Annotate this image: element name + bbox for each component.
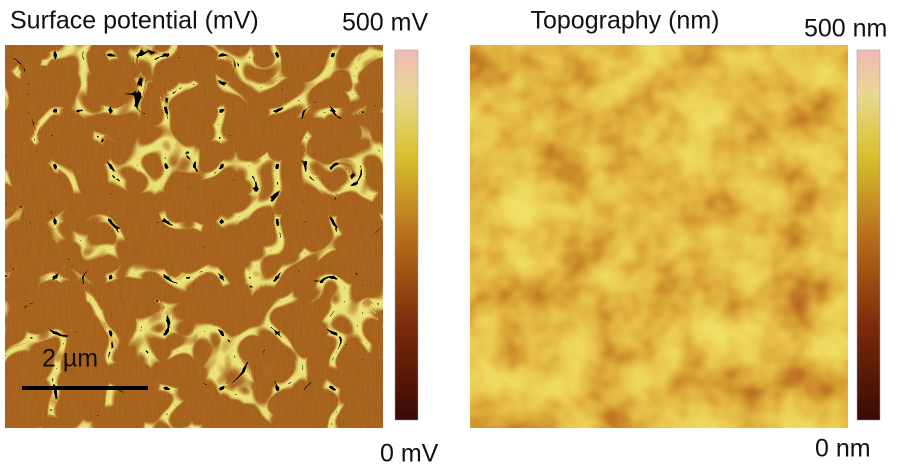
panel-title: Topography (nm) [531, 7, 720, 35]
scale-bar-label: 2 µm [42, 345, 98, 373]
colorbar-max-label: 500 mV [342, 9, 428, 37]
topography-image [470, 45, 848, 428]
panel-title: Surface potential (mV) [10, 7, 259, 35]
colorbar-min-label: 0 mV [380, 440, 439, 468]
colorbar-max-label: 500 nm [804, 15, 887, 43]
colorbar [857, 50, 880, 420]
colorbar-min-label: 0 nm [815, 435, 871, 463]
colorbar [395, 50, 418, 420]
figure: Surface potential (mV) 2 µm 500 mV 0 mV … [0, 0, 908, 468]
page: Surface potential (mV) 2 µm 500 mV 0 mV … [0, 0, 908, 468]
